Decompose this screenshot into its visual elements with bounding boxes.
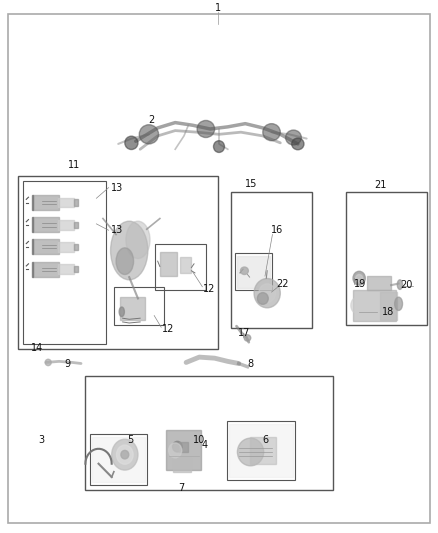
Bar — [231, 192, 312, 328]
Bar — [160, 252, 177, 276]
Bar — [367, 276, 391, 290]
Ellipse shape — [353, 271, 365, 285]
Text: 2: 2 — [148, 115, 154, 125]
Bar — [58, 242, 74, 252]
Bar — [85, 376, 333, 490]
Text: 21: 21 — [374, 181, 386, 190]
Bar — [380, 292, 397, 320]
Text: 20: 20 — [400, 280, 413, 290]
Text: 5: 5 — [127, 435, 133, 445]
Text: 7: 7 — [179, 483, 185, 492]
Bar — [235, 253, 272, 290]
Text: 3: 3 — [38, 435, 44, 445]
Bar — [33, 195, 59, 210]
Bar — [32, 195, 33, 210]
Bar — [32, 217, 33, 232]
Text: 22: 22 — [276, 279, 289, 288]
Bar — [120, 297, 145, 320]
Bar — [229, 424, 293, 477]
Bar — [92, 437, 145, 482]
Ellipse shape — [395, 297, 403, 310]
Bar — [74, 266, 78, 272]
Text: 4: 4 — [202, 440, 208, 450]
Text: 17: 17 — [238, 328, 251, 338]
Bar — [166, 430, 201, 470]
Ellipse shape — [240, 267, 248, 274]
Text: 13: 13 — [111, 183, 124, 192]
Bar — [33, 217, 59, 232]
Bar — [18, 176, 218, 349]
Bar — [179, 442, 188, 452]
Bar — [250, 437, 276, 464]
Text: 18: 18 — [381, 307, 394, 317]
Ellipse shape — [45, 359, 51, 366]
Text: 9: 9 — [65, 359, 71, 368]
Bar — [58, 198, 74, 207]
Ellipse shape — [356, 274, 363, 282]
Ellipse shape — [257, 293, 268, 304]
Bar — [58, 264, 74, 274]
Bar — [74, 199, 78, 206]
Bar — [90, 434, 147, 485]
Bar — [353, 290, 396, 321]
Ellipse shape — [139, 125, 159, 144]
Bar — [74, 222, 78, 228]
Text: 12: 12 — [162, 325, 174, 334]
Ellipse shape — [254, 278, 280, 308]
Text: 1: 1 — [215, 3, 221, 13]
Ellipse shape — [117, 445, 133, 464]
Text: 13: 13 — [111, 225, 124, 235]
Bar — [32, 262, 33, 277]
Ellipse shape — [259, 284, 276, 303]
Bar — [227, 421, 295, 480]
Ellipse shape — [125, 136, 138, 150]
Ellipse shape — [119, 307, 124, 317]
Text: 19: 19 — [354, 279, 366, 288]
Bar — [180, 257, 191, 273]
Text: 16: 16 — [271, 225, 283, 235]
Ellipse shape — [397, 280, 403, 289]
Ellipse shape — [126, 221, 150, 259]
Ellipse shape — [263, 124, 280, 141]
Bar — [346, 192, 427, 325]
Ellipse shape — [237, 438, 264, 466]
Bar — [155, 244, 206, 290]
Bar — [23, 181, 106, 344]
Ellipse shape — [121, 450, 129, 459]
Bar — [58, 220, 74, 230]
Ellipse shape — [351, 297, 363, 313]
Ellipse shape — [197, 120, 215, 138]
Bar — [74, 244, 78, 250]
Bar — [173, 458, 191, 472]
Text: 6: 6 — [263, 435, 269, 445]
Text: 15: 15 — [245, 179, 258, 189]
Ellipse shape — [112, 439, 138, 470]
Text: 10: 10 — [193, 435, 205, 445]
Ellipse shape — [244, 335, 251, 341]
Ellipse shape — [173, 441, 182, 452]
Ellipse shape — [116, 248, 134, 274]
Text: 14: 14 — [31, 343, 43, 352]
Ellipse shape — [110, 221, 148, 280]
Bar — [32, 239, 33, 254]
Bar — [114, 287, 164, 325]
Ellipse shape — [169, 443, 182, 458]
Bar — [33, 239, 59, 254]
Bar — [237, 256, 270, 288]
Ellipse shape — [292, 138, 304, 150]
Ellipse shape — [214, 141, 224, 152]
Bar — [33, 262, 59, 277]
Ellipse shape — [286, 130, 301, 145]
Text: 11: 11 — [67, 160, 80, 170]
Text: 12: 12 — [203, 284, 215, 294]
Text: 8: 8 — [247, 359, 254, 368]
